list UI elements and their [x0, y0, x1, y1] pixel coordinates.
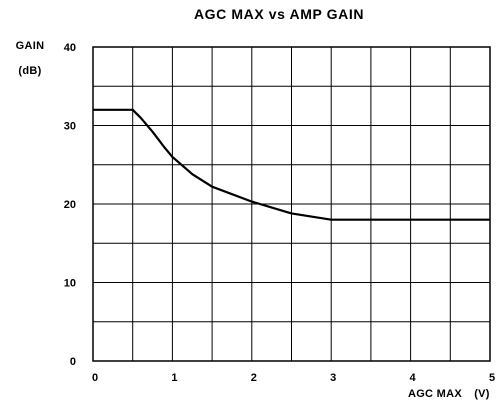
y-tick-label-3: 30 — [64, 121, 76, 133]
x-tick-label-1: 1 — [171, 372, 177, 384]
grid — [92, 46, 491, 362]
x-tick-labels: 0 1 2 3 4 5 — [92, 372, 495, 384]
y-tick-label-1: 10 — [64, 278, 76, 290]
y-axis-label: GAIN — [16, 40, 45, 52]
chart-title: AGC MAX vs AMP GAIN — [194, 6, 364, 22]
plot-frame — [92, 46, 491, 362]
y-tick-labels: 0 10 20 30 40 — [64, 42, 76, 368]
y-tick-label-2: 20 — [64, 199, 76, 211]
x-tick-label-3: 3 — [330, 372, 336, 384]
x-tick-label-0: 0 — [92, 372, 98, 384]
x-tick-label-4: 4 — [410, 372, 417, 384]
series-group — [93, 108, 490, 221]
x-tick-label-2: 2 — [251, 372, 257, 384]
y-axis-unit: (dB) — [18, 65, 41, 77]
series-line-0 — [93, 108, 490, 221]
y-tick-label-0: 0 — [70, 356, 76, 368]
x-tick-label-5: 5 — [489, 372, 495, 384]
y-tick-label-4: 40 — [64, 42, 76, 54]
x-axis-unit: (V) — [474, 388, 490, 400]
x-axis-label: AGC MAX — [408, 388, 462, 400]
